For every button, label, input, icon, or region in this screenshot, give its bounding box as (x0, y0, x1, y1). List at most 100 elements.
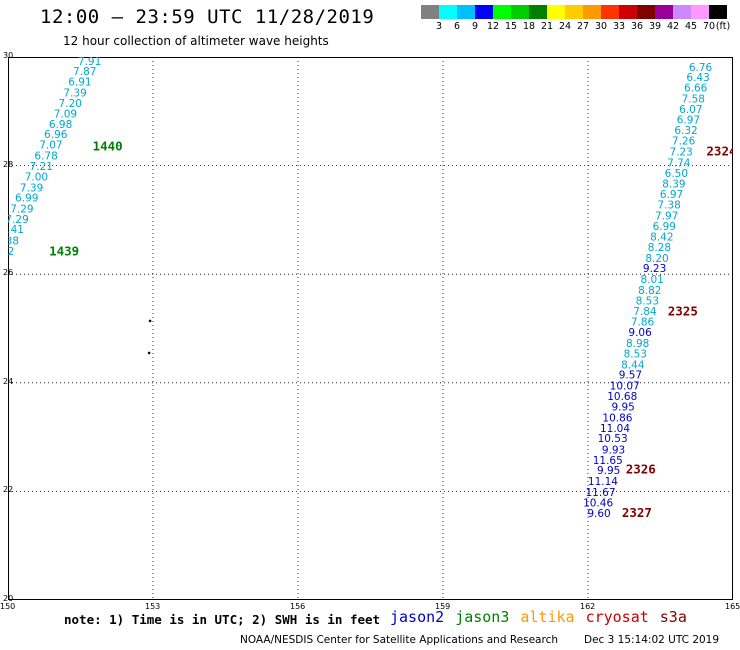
wave-height-value: 6.97 (677, 114, 700, 126)
legend-swatch (601, 5, 619, 19)
wave-height-value: 8.20 (645, 253, 668, 265)
legend-swatch (493, 5, 511, 19)
legend-unit: (ft) (715, 21, 731, 32)
wave-height-value: 7.91 (78, 57, 101, 68)
latitude-tick-label: 28 (3, 159, 14, 169)
wave-height-value: 11.65 (593, 455, 623, 467)
pass-time-label: 2324 (706, 143, 733, 158)
legend-tick-label: 39 (648, 21, 662, 32)
legend-swatch (547, 5, 565, 19)
legend-tick-label: 45 (684, 21, 698, 32)
wave-height-value: 6.66 (684, 82, 708, 94)
mission-label: jason2 (390, 608, 445, 626)
legend-swatch (691, 5, 709, 19)
wave-height-value: 6.07 (679, 104, 702, 116)
legend-swatches (421, 5, 727, 19)
legend-tick-label: 15 (504, 21, 518, 32)
mission-label: cryosat (585, 608, 649, 626)
footer: NOAA/NESDIS Center for Satellite Applica… (240, 634, 740, 646)
wave-height-value: 7.84 (633, 306, 657, 318)
wave-height-value: 7.58 (682, 93, 705, 105)
legend-swatch (475, 5, 493, 19)
wave-height-value: 7.41 (8, 224, 24, 236)
wave-height-value: 6.50 (665, 168, 688, 180)
wave-height-value: 9.06 (628, 327, 652, 339)
map-border (8, 57, 733, 600)
wave-height-value: 10.53 (598, 433, 628, 445)
wave-height-value: 8.01 (640, 274, 663, 286)
longitude-tick-label: 165 (725, 602, 740, 611)
legend-swatch (673, 5, 691, 19)
legend-tick-label: 21 (540, 21, 554, 32)
wave-height-value: 9.23 (643, 263, 666, 275)
legend-tick-label: 27 (576, 21, 590, 32)
mission-list: jason2 jason3 altika cryosat s3a (390, 608, 698, 626)
legend-tick-label: 70 (702, 21, 716, 32)
pass-time-label: 2327 (622, 505, 652, 520)
wave-height-value: 7.39 (20, 182, 43, 194)
wave-height-value: 8.82 (638, 285, 661, 297)
wave-height-value: 11.14 (588, 476, 618, 488)
wave-height-value: 9.57 (619, 370, 642, 382)
legend-tick-label: 6 (453, 21, 461, 32)
legend-swatch (583, 5, 601, 19)
mission-label: s3a (659, 608, 687, 626)
wave-height-value: 6.76 (689, 62, 713, 74)
footer-center: NOAA/NESDIS Center for Satellite Applica… (240, 634, 558, 646)
wave-height-value: 6.98 (49, 119, 72, 131)
wave-height-value: 6.78 (34, 150, 57, 162)
page-title: 12:00 — 23:59 UTC 11/28/2019 (40, 6, 375, 28)
wave-height-value: 6.97 (660, 189, 683, 201)
wave-height-value: 8.42 (650, 232, 673, 244)
legend-swatch (529, 5, 547, 19)
wave-height-value: 11.04 (600, 423, 630, 435)
wave-height-value: 6.99 (653, 221, 676, 233)
wave-height-value: 8.53 (624, 348, 647, 360)
wave-height-value: 9.95 (611, 402, 634, 414)
wave-height-value: 7.23 (669, 146, 692, 158)
pass-time-label: 2326 (626, 462, 656, 477)
legend-tick-label: 18 (522, 21, 536, 32)
wave-height-value: 11.67 (585, 487, 615, 499)
legend-swatch (619, 5, 637, 19)
legend-tick-label: 30 (594, 21, 608, 32)
legend-swatch (421, 5, 439, 19)
wave-height-value: 10.86 (602, 413, 632, 425)
wave-height-value: 8.28 (648, 242, 671, 254)
wave-height-value: 10.07 (610, 381, 640, 393)
wave-height-value: 6.96 (44, 129, 68, 141)
wave-height-value: 7.38 (8, 236, 19, 248)
color-legend: 3 6 9 12 15 18 21 24 27 30 33 36 39 42 45 70 (ft) (421, 5, 731, 33)
wave-height-value: 7.09 (54, 108, 77, 120)
wave-height-value: 10.68 (607, 391, 637, 403)
pass-time-label: 1439 (49, 243, 79, 258)
latitude-tick-label: 30 (3, 51, 14, 60)
pass-time-label: 1440 (93, 139, 123, 154)
legend-tick-label: 12 (486, 21, 500, 32)
wave-height-value: 9.93 (602, 445, 625, 457)
track-dot (148, 319, 152, 323)
wave-height-value: 7.82 (8, 246, 14, 258)
wave-height-value: 8.53 (636, 295, 659, 307)
wave-height-value: 7.87 (73, 66, 96, 78)
wave-height-value: 7.74 (667, 157, 691, 169)
latitude-tick-label: 24 (3, 376, 14, 386)
mission-label: jason3 (455, 608, 510, 626)
wave-height-value: 7.38 (657, 200, 680, 212)
wave-height-value: 9.95 (597, 465, 620, 477)
wave-height-value: 7.20 (59, 98, 82, 110)
legend-swatch (511, 5, 529, 19)
wave-height-value: 7.26 (672, 136, 696, 148)
wave-height-value: 6.99 (15, 193, 38, 205)
legend-tick-label: 9 (471, 21, 479, 32)
wave-height-value: 7.86 (631, 316, 655, 328)
longitude-tick-label: 162 (580, 602, 596, 611)
legend-tick-label: 42 (666, 21, 680, 32)
longitude-tick-label: 159 (435, 602, 451, 611)
latitude-tick-label: 22 (3, 485, 14, 495)
legend-tick-label: 36 (630, 21, 644, 32)
wave-height-value: 8.39 (662, 179, 685, 191)
wave-height-value: 7.39 (63, 87, 86, 99)
wave-height-value: 7.07 (39, 139, 62, 151)
wave-height-value: 7.29 (10, 203, 33, 215)
